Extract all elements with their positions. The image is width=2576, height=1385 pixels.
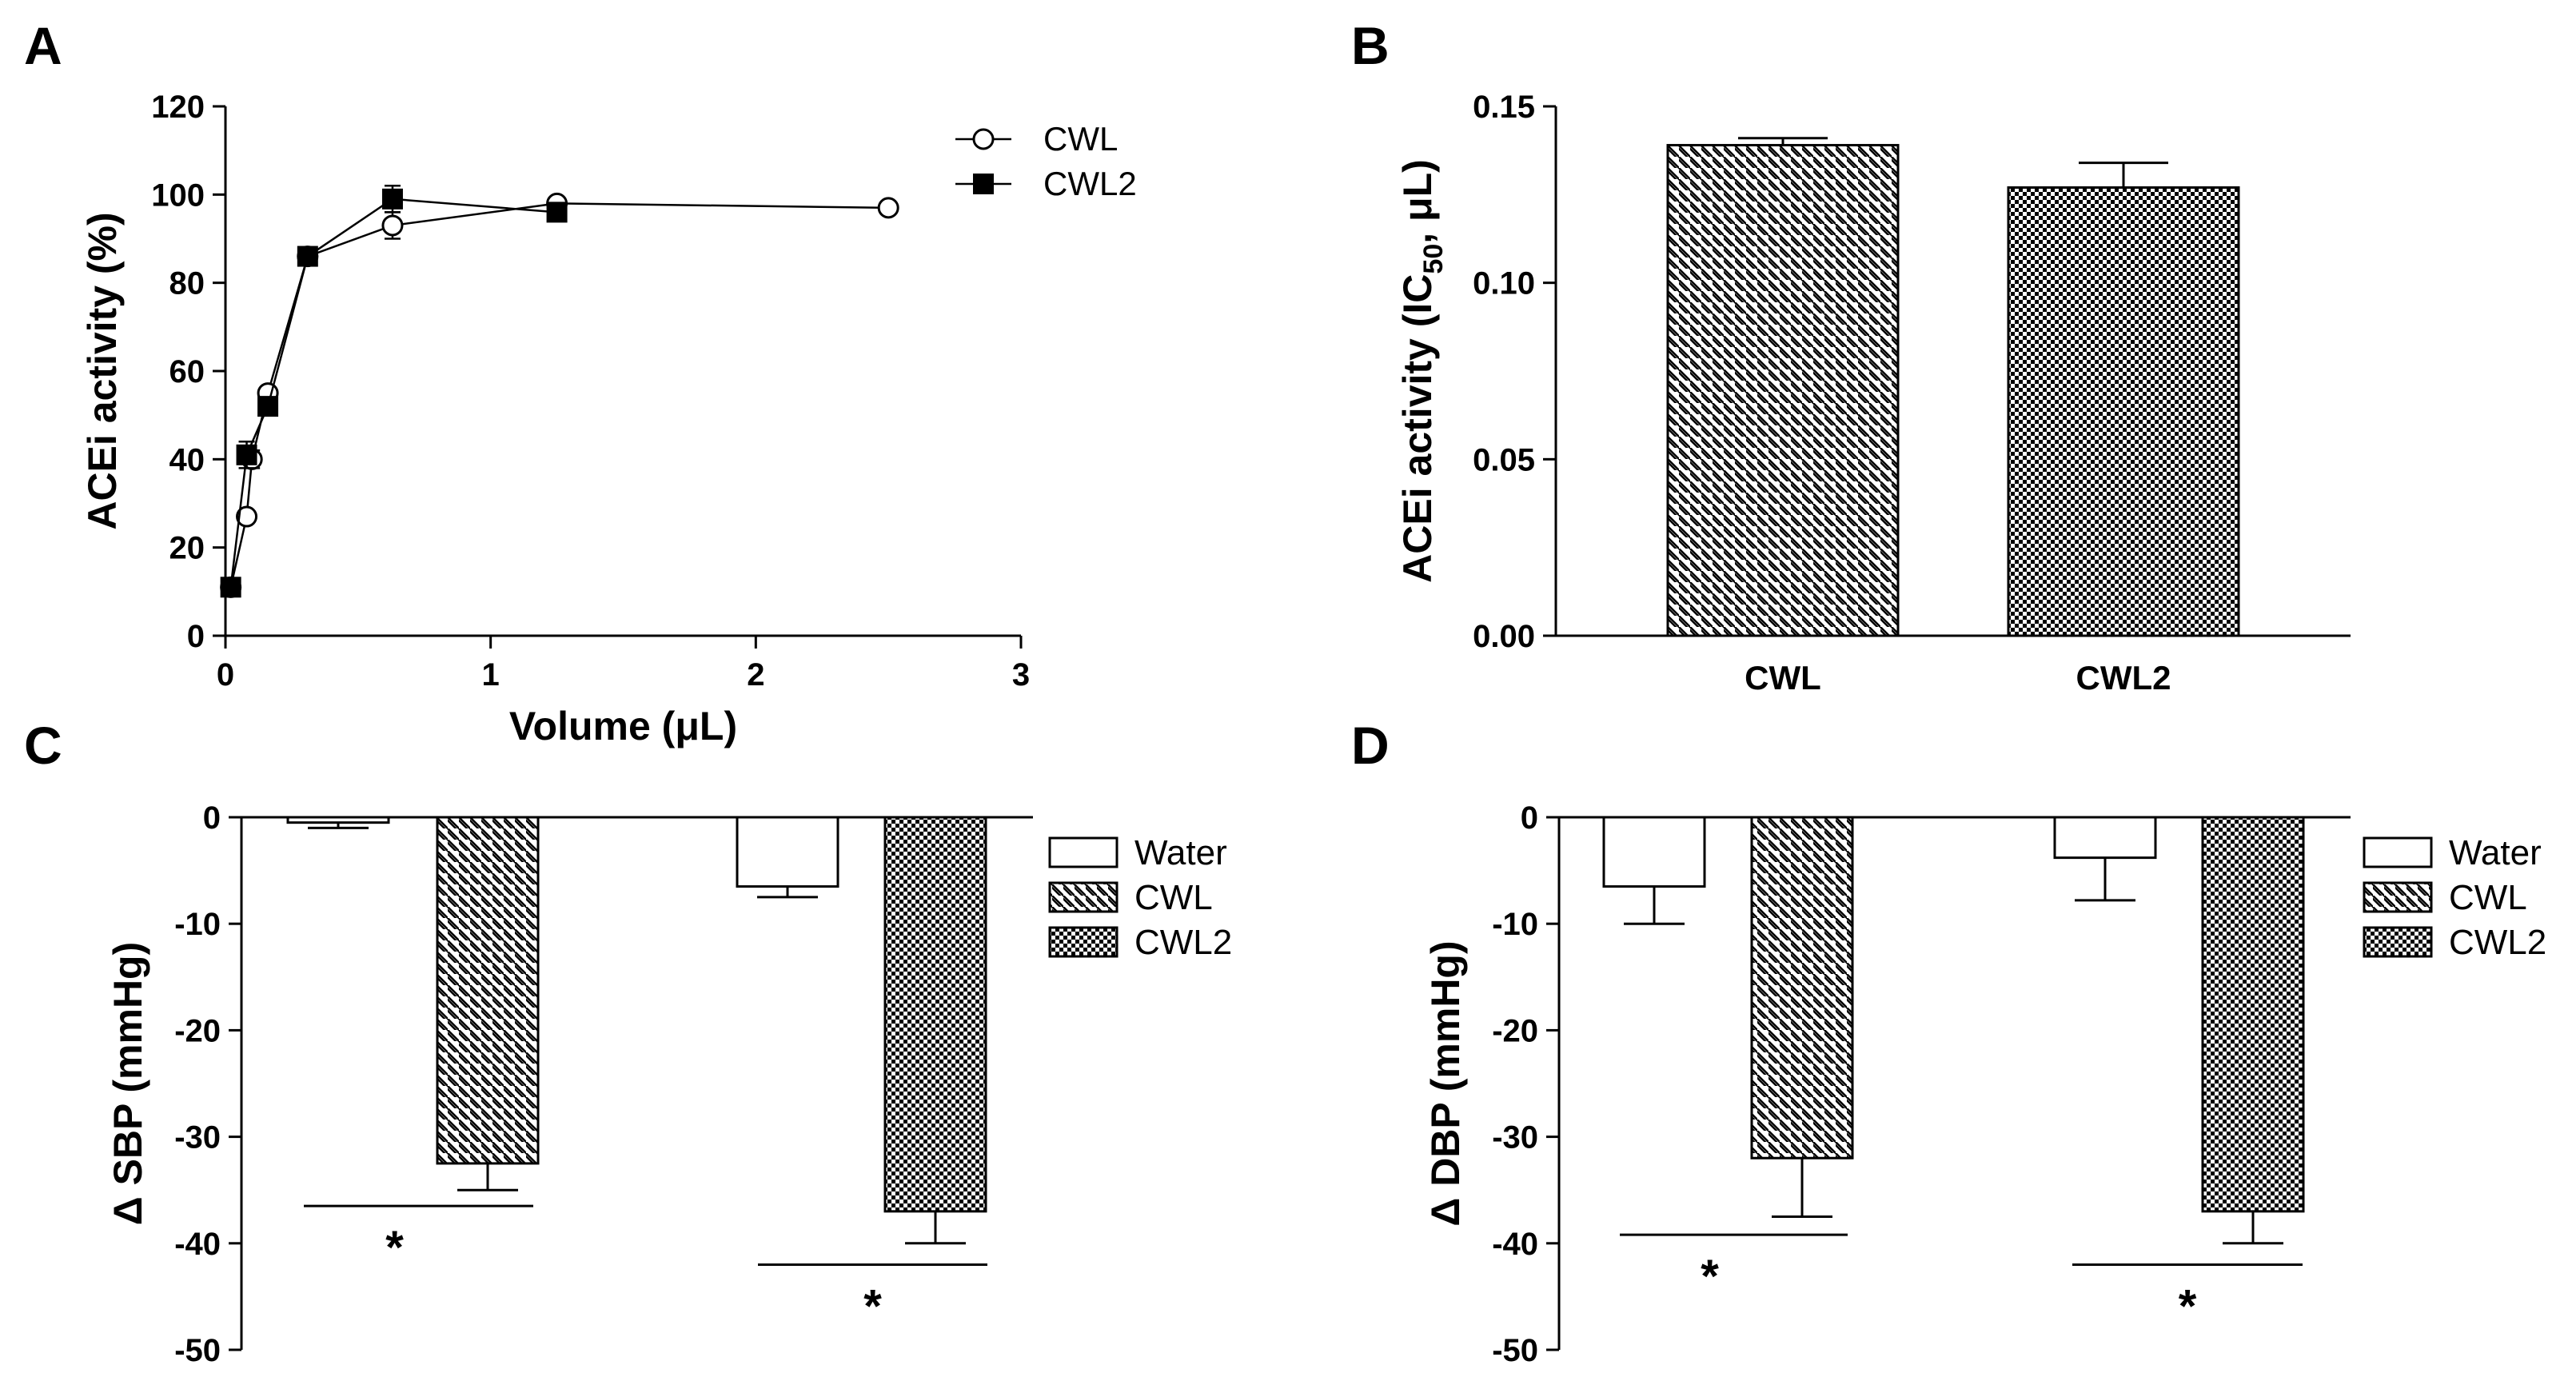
c-legend-swatch-cwl2 [1048, 926, 1119, 958]
d-significance-star: * [1701, 1251, 1719, 1303]
d-y-tick-label: -40 [1492, 1227, 1538, 1262]
b-y-axis-title-main: ACEi activity (IC [1395, 274, 1440, 583]
c-y-tick-label: -20 [174, 1013, 221, 1048]
a-point-cwl2 [297, 245, 318, 267]
d-bar-water [2053, 816, 2157, 860]
c-legend-label-cwl2: CWL2 [1134, 923, 1232, 962]
a-y-tick-label: 0 [187, 619, 205, 654]
panel-b-bar-chart: 0.00 0.05 0.10 0.15 CWL CWL2 ACEi activity (IC… [1395, 90, 2351, 696]
a-x-tick-label: 2 [747, 657, 764, 692]
panel-d-bar-chart: 0 -10 -20 -30 -40 -50 Δ DBP (mmHg) * * Water CWL CW… [1423, 800, 2546, 1368]
b-y-tick-label: 0.05 [1473, 442, 1535, 477]
a-series-line-cwl [229, 202, 889, 588]
c-legend-swatch-water [1048, 836, 1119, 868]
a-y-tick-label: 80 [169, 266, 205, 301]
panel-a-line-chart: 0 20 40 60 80 100 120 0 1 2 3 Volume (μL) ACEi activ… [80, 90, 1137, 748]
b-bar-cwl [1666, 144, 1900, 637]
c-legend-label-water: Water [1134, 833, 1227, 872]
a-y-tick-label: 60 [169, 354, 205, 389]
a-y-tick-label: 100 [151, 178, 205, 213]
panel-c-bar-chart: 0 -10 -20 -30 -40 -50 Δ SBP (mmHg) * * Water CWL CW… [106, 800, 1232, 1368]
a-x-tick-label: 0 [217, 657, 234, 692]
c-y-tick-label: -50 [174, 1333, 221, 1368]
d-y-tick-label: -30 [1492, 1120, 1538, 1155]
c-y-tick-label: -40 [174, 1227, 221, 1262]
a-y-tick-label: 20 [169, 531, 205, 566]
a-x-axis-title: Volume (μL) [509, 704, 737, 748]
a-x-tick-label: 1 [482, 657, 500, 692]
d-legend-swatch-cwl [2363, 881, 2433, 913]
a-point-cwl [236, 505, 258, 528]
d-significance-star: * [2179, 1280, 2197, 1332]
d-bar-cwl2 [2201, 816, 2305, 1213]
a-y-tick-label: 120 [151, 90, 205, 125]
a-series-line-cwl2 [229, 198, 557, 588]
panel-letter-a: A [24, 16, 62, 75]
a-point-cwl2 [220, 577, 241, 598]
d-legend-label-water: Water [2449, 833, 2542, 872]
c-significance-star: * [385, 1222, 404, 1274]
b-y-tick-label: 0.00 [1473, 619, 1535, 654]
c-y-tick-label: -10 [174, 907, 221, 942]
panel-letter-d: D [1351, 716, 1390, 775]
a-point-cwl2 [236, 444, 257, 465]
b-category-label-cwl: CWL [1745, 659, 1821, 696]
a-legend-label-cwl2: CWL2 [1043, 165, 1137, 202]
b-category-label-cwl2: CWL2 [2076, 659, 2171, 696]
c-y-tick-label: 0 [203, 800, 221, 836]
a-point-cwl2 [381, 188, 403, 210]
a-point-cwl2 [257, 396, 279, 417]
a-point-cwl2 [546, 202, 568, 223]
c-y-axis-title: Δ SBP (mmHg) [106, 942, 150, 1226]
d-bar-cwl [1750, 816, 1854, 1159]
c-bar-cwl [436, 816, 540, 1165]
c-bar-cwl2 [883, 816, 987, 1213]
c-bar-water [286, 816, 390, 824]
d-bar-water [1602, 816, 1706, 888]
a-y-axis-title: ACEi activity (%) [80, 212, 125, 529]
d-y-tick-label: -10 [1492, 907, 1538, 942]
panel-letter-b: B [1351, 16, 1390, 75]
a-point-cwl [877, 197, 899, 219]
c-significance-star: * [863, 1280, 882, 1332]
b-bar-cwl2 [2007, 186, 2240, 637]
d-legend-label-cwl: CWL [2449, 878, 2527, 917]
b-y-axis-title-subscript: 50 [1418, 244, 1449, 274]
a-point-cwl [381, 214, 404, 237]
b-y-tick-label: 0.15 [1473, 90, 1535, 125]
d-legend-swatch-cwl2 [2363, 926, 2433, 958]
c-y-tick-label: -30 [174, 1120, 221, 1155]
c-legend-swatch-cwl [1048, 881, 1119, 913]
a-legend-marker-cwl2 [973, 174, 994, 194]
d-y-tick-label: 0 [1521, 800, 1538, 836]
b-y-axis-title-end: , μL) [1395, 159, 1440, 244]
d-legend-label-cwl2: CWL2 [2449, 923, 2546, 962]
c-legend-label-cwl: CWL [1134, 878, 1213, 917]
b-y-axis-title: ACEi activity (IC50, μL) [1395, 159, 1449, 583]
a-x-tick-label: 3 [1012, 657, 1030, 692]
c-bar-water [736, 816, 839, 888]
d-y-tick-label: -50 [1492, 1333, 1538, 1368]
a-legend-marker-cwl [972, 128, 995, 150]
d-y-axis-title: Δ DBP (mmHg) [1423, 940, 1468, 1226]
b-y-tick-label: 0.10 [1473, 266, 1535, 301]
panel-letter-c: C [24, 716, 62, 775]
a-legend-label-cwl: CWL [1043, 120, 1118, 158]
d-legend-swatch-water [2363, 836, 2433, 868]
a-y-tick-label: 40 [169, 442, 205, 477]
d-y-tick-label: -20 [1492, 1013, 1538, 1048]
